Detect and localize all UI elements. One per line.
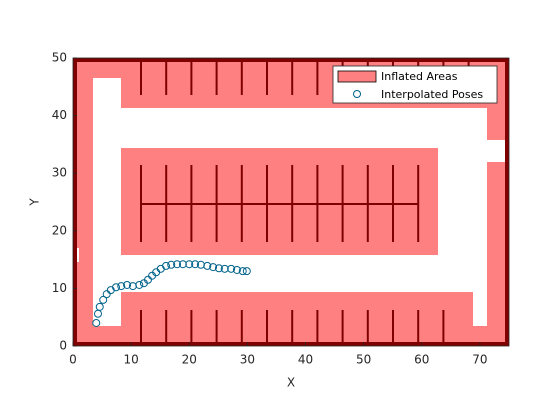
legend-label: Inflated Areas [381, 70, 458, 83]
pose-marker [117, 282, 126, 291]
free-space [93, 78, 121, 326]
free-space [438, 148, 487, 255]
pose-marker [99, 295, 108, 304]
pose-marker [220, 264, 229, 273]
y-tick-label: 40 [52, 108, 67, 122]
pose-marker [178, 260, 187, 269]
pose-marker [162, 261, 171, 270]
free-space [121, 255, 473, 292]
y-tick-label: 0 [59, 339, 67, 353]
y-tick-label: 20 [52, 223, 67, 237]
pose-marker [238, 267, 247, 276]
pose-marker [227, 264, 236, 273]
pose-marker [123, 280, 132, 289]
pose-marker [185, 260, 194, 269]
legend: Inflated Areas Interpolated Poses [332, 65, 498, 104]
x-tick-label: 60 [414, 353, 429, 367]
x-tick-label: 50 [356, 353, 371, 367]
pose-marker [167, 260, 176, 269]
pose-marker [102, 290, 111, 299]
free-space [487, 140, 509, 162]
free-space [473, 255, 487, 326]
x-axis-label: X [287, 376, 295, 390]
y-tick-label: 10 [52, 281, 67, 295]
axes-box [72, 57, 510, 347]
x-tick-label: 20 [182, 353, 197, 367]
costmap [73, 58, 509, 346]
inflated-area [121, 148, 438, 255]
y-tick-label: 30 [52, 166, 67, 180]
pose-marker [209, 263, 218, 272]
pose-marker [143, 275, 152, 284]
pose-marker [173, 260, 182, 269]
pose-marker [92, 318, 101, 327]
pose-marker [203, 261, 212, 270]
pose-marker [232, 265, 241, 274]
pose-marker [242, 267, 251, 276]
x-tick-label: 30 [240, 353, 255, 367]
pose-marker [95, 302, 104, 311]
pose-marker [135, 280, 144, 289]
pose-marker [112, 283, 121, 292]
y-tick-label: 50 [52, 51, 67, 65]
x-tick-label: 0 [69, 353, 77, 367]
x-tick-label: 40 [298, 353, 313, 367]
legend-label: Interpolated Poses [381, 88, 483, 101]
x-tick-label: 70 [472, 353, 487, 367]
y-axis-label: Y [28, 198, 42, 207]
obstacle [73, 58, 509, 346]
pose-marker [214, 264, 223, 273]
pose-marker [191, 260, 200, 269]
legend-swatch [337, 70, 377, 83]
x-tick-label: 10 [123, 353, 138, 367]
legend-swatch [353, 90, 361, 98]
free-space [121, 108, 487, 148]
